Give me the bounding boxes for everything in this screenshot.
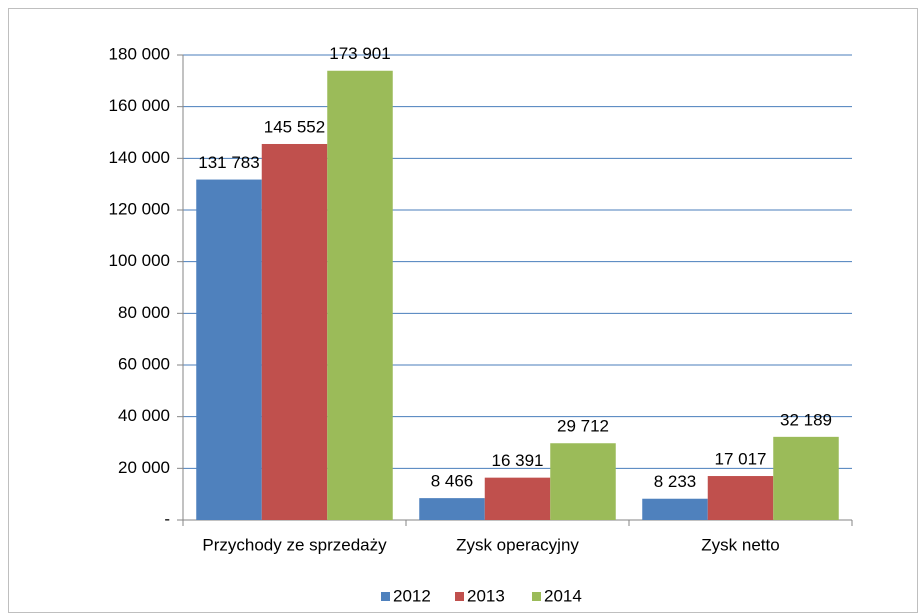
y-tick-label: 60 000 [118, 354, 170, 373]
y-tick-label: 180 000 [109, 44, 170, 63]
value-label: 8 233 [654, 472, 697, 491]
y-tick-label: 20 000 [118, 458, 170, 477]
legend-swatch [455, 592, 464, 601]
value-label: 131 783 [198, 153, 259, 172]
legend-label: 2014 [544, 586, 582, 605]
legend-swatch [381, 592, 390, 601]
bar [261, 143, 328, 520]
x-tick-label: Zysk operacyjny [456, 535, 579, 554]
bar [196, 179, 262, 520]
legend-label: 2012 [393, 586, 431, 605]
bar [550, 443, 616, 520]
y-tick-label: 160 000 [109, 96, 170, 115]
value-label: 32 189 [780, 410, 832, 429]
y-tick-label: 120 000 [109, 199, 170, 218]
legend-swatch [532, 592, 541, 601]
y-tick-label: 40 000 [118, 406, 170, 425]
value-label: 173 901 [329, 44, 390, 63]
bar [707, 476, 774, 520]
bar [642, 498, 708, 520]
y-tick-label: 80 000 [118, 303, 170, 322]
bar [327, 70, 393, 521]
bar [484, 477, 551, 520]
x-tick-label: Przychody ze sprzedaży [202, 535, 387, 554]
value-label: 8 466 [431, 472, 474, 491]
bar [773, 436, 839, 520]
bar [419, 498, 485, 520]
legend-label: 2013 [467, 586, 505, 605]
y-tick-label: 140 000 [109, 148, 170, 167]
value-label: 17 017 [715, 450, 767, 469]
value-label: 145 552 [264, 117, 325, 136]
value-label: 29 712 [557, 417, 609, 436]
y-tick-label: - [164, 509, 170, 528]
y-tick-label: 100 000 [109, 251, 170, 270]
x-tick-label: Zysk netto [701, 535, 779, 554]
value-label: 16 391 [492, 451, 544, 470]
